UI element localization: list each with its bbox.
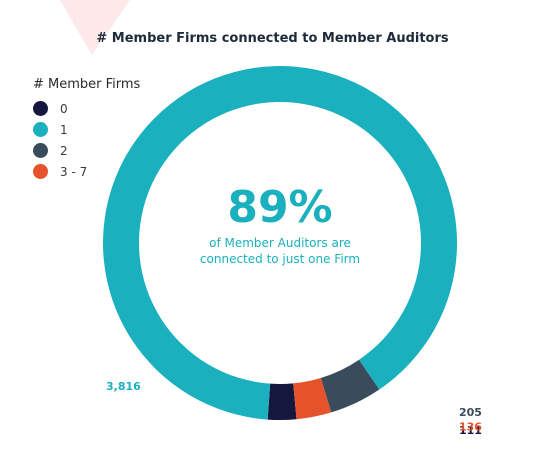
data-label: 3,816	[106, 380, 141, 393]
legend-swatch	[33, 164, 48, 179]
legend-swatch	[33, 101, 48, 116]
legend-swatch	[33, 122, 48, 137]
center-percentage: 89%	[227, 182, 332, 233]
center-caption-line1: of Member Auditors are	[209, 236, 351, 250]
data-label: 136	[459, 421, 482, 434]
legend-label: 0	[60, 101, 68, 116]
center-caption-line2: connected to just one Firm	[200, 252, 360, 266]
legend-item: 1	[33, 119, 140, 140]
chart-title: # Member Firms connected to Member Audit…	[96, 31, 449, 46]
donut-slice-2	[320, 359, 380, 413]
legend-swatch	[33, 143, 48, 158]
data-label: 111	[459, 424, 482, 437]
legend-item: 0	[33, 98, 140, 119]
donut-slice-3-7	[293, 377, 332, 420]
legend-title: # Member Firms	[33, 77, 141, 92]
legend-label: 1	[60, 122, 68, 137]
data-label: 205	[459, 406, 482, 419]
legend-item: 2	[33, 140, 140, 161]
legend: # Member Firms 0 1 2 3 - 7	[33, 77, 140, 182]
donut-slice-0	[267, 383, 297, 420]
decorative-triangle	[60, 0, 130, 55]
legend-label: 3 - 7	[60, 164, 88, 179]
legend-label: 2	[60, 143, 68, 158]
legend-item: 3 - 7	[33, 161, 140, 182]
